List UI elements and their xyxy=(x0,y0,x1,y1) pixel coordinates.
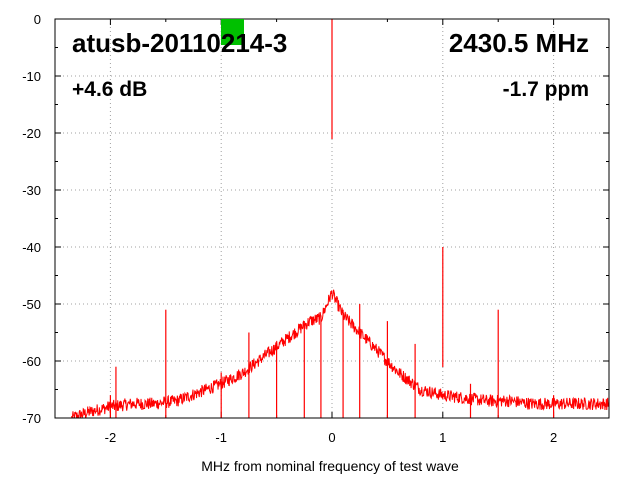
x-tick-label: 0 xyxy=(328,430,335,445)
tick-labels: -2 -1 0 1 20-10-20-30-40-50-60-70 xyxy=(22,12,557,445)
y-tick-label: -70 xyxy=(22,411,41,426)
series-group xyxy=(71,19,609,418)
spectrum-trace xyxy=(71,289,609,418)
x-tick-label: -1 xyxy=(215,430,227,445)
offset-label: -1.7 ppm xyxy=(503,78,589,101)
device-label: atusb-20110214-3 xyxy=(72,28,287,58)
x-tick-label: 2 xyxy=(550,430,557,445)
y-tick-label: -20 xyxy=(22,126,41,141)
plot-frame xyxy=(54,18,610,419)
y-tick-label: -60 xyxy=(22,354,41,369)
y-tick-label: -50 xyxy=(22,297,41,312)
y-tick-label: -30 xyxy=(22,183,41,198)
x-tick-label: -2 xyxy=(105,430,117,445)
x-axis-label: MHz from nominal frequency of test wave xyxy=(201,458,459,474)
x-tick-label: 1 xyxy=(439,430,446,445)
y-tick-label: -10 xyxy=(22,69,41,84)
status-indicator xyxy=(221,19,244,45)
y-tick-label: 0 xyxy=(34,12,41,27)
gain-label: +4.6 dB xyxy=(72,78,147,101)
y-tick-label: -40 xyxy=(22,240,41,255)
series-clip-group xyxy=(71,19,609,418)
frequency-label: 2430.5 MHz xyxy=(449,28,589,58)
